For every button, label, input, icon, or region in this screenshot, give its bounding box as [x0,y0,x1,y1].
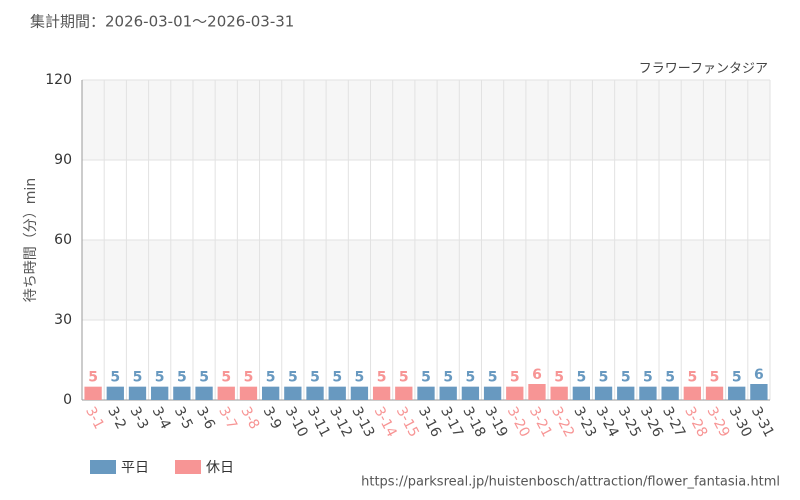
value-label: 5 [244,370,254,386]
bar [417,386,435,400]
value-label: 5 [377,370,387,386]
plot-band [82,240,770,320]
x-tick-label: 3-2 [104,404,129,432]
legend-swatch [175,460,201,474]
x-tick-label: 3-3 [126,404,151,432]
value-label: 5 [576,370,586,386]
bar [528,384,546,400]
source-url: https://parksreal.jp/huistenbosch/attrac… [361,475,780,490]
value-label: 5 [288,370,298,386]
bar [372,386,391,400]
value-label: 5 [687,370,697,386]
y-tick-label: 0 [63,392,72,408]
value-label: 5 [332,370,342,386]
bar [439,386,457,400]
bar [483,386,502,400]
value-label: 5 [266,370,276,386]
value-label: 5 [732,370,742,386]
bar [705,386,724,400]
value-label: 5 [421,370,431,386]
bar [661,386,679,400]
value-label: 5 [88,370,98,386]
value-label: 5 [177,370,187,386]
value-label: 5 [665,370,675,386]
bar [217,386,235,400]
bar [106,386,124,400]
bar [328,386,346,400]
bar [84,386,102,400]
bar [239,386,258,400]
bar [306,386,324,400]
bar [195,386,213,400]
y-tick-label: 60 [54,232,72,248]
value-label: 6 [754,367,764,383]
value-label: 6 [532,367,542,383]
plot-band [82,80,770,160]
value-label: 5 [355,370,365,386]
bar [683,386,701,400]
y-tick-label: 90 [54,152,72,168]
legend-label: 休日 [206,460,234,476]
y-tick-label: 30 [54,312,72,328]
bar [506,386,524,400]
x-tick-label: 3-31 [748,404,777,440]
x-tick-label: 3-4 [149,404,174,432]
value-label: 5 [510,370,520,386]
value-label: 5 [621,370,631,386]
x-tick-label: 3-7 [215,404,240,432]
value-label: 5 [110,370,120,386]
bar [151,386,169,400]
value-label: 5 [221,370,231,386]
bar [461,386,480,400]
bar [395,386,413,400]
value-label: 5 [710,370,720,386]
value-label: 5 [155,370,165,386]
bar [572,386,591,400]
bar [128,386,147,400]
x-tick-label: 3-5 [171,404,196,432]
bar [639,386,657,400]
value-label: 5 [488,370,498,386]
bar [594,386,613,400]
value-label: 5 [443,370,453,386]
value-label: 5 [399,370,409,386]
bar [350,386,369,400]
value-label: 5 [310,370,320,386]
x-tick-label: 3-8 [237,404,262,432]
value-label: 5 [643,370,653,386]
bar [750,384,768,400]
bar [617,386,635,400]
x-tick-label: 3-6 [193,404,218,432]
legend-swatch [90,460,116,474]
value-label: 5 [466,370,476,386]
bar [261,386,280,400]
bar [173,386,191,400]
value-label: 5 [599,370,609,386]
value-label: 5 [554,370,564,386]
bar [728,386,746,400]
bar [550,386,568,400]
x-tick-label: 3-1 [82,404,107,432]
x-tick-label: 3-9 [260,404,285,432]
chart-subtitle: フラワーファンタジア [639,62,768,77]
y-tick-label: 120 [45,72,72,88]
bar [284,386,302,400]
value-label: 5 [133,370,143,386]
value-label: 5 [199,370,209,386]
chart-title: 集計期間：2026-03-01～2026-03-31 [30,13,294,31]
y-axis-label: 待ち時間（分）min [23,178,39,302]
legend-label: 平日 [121,460,149,476]
